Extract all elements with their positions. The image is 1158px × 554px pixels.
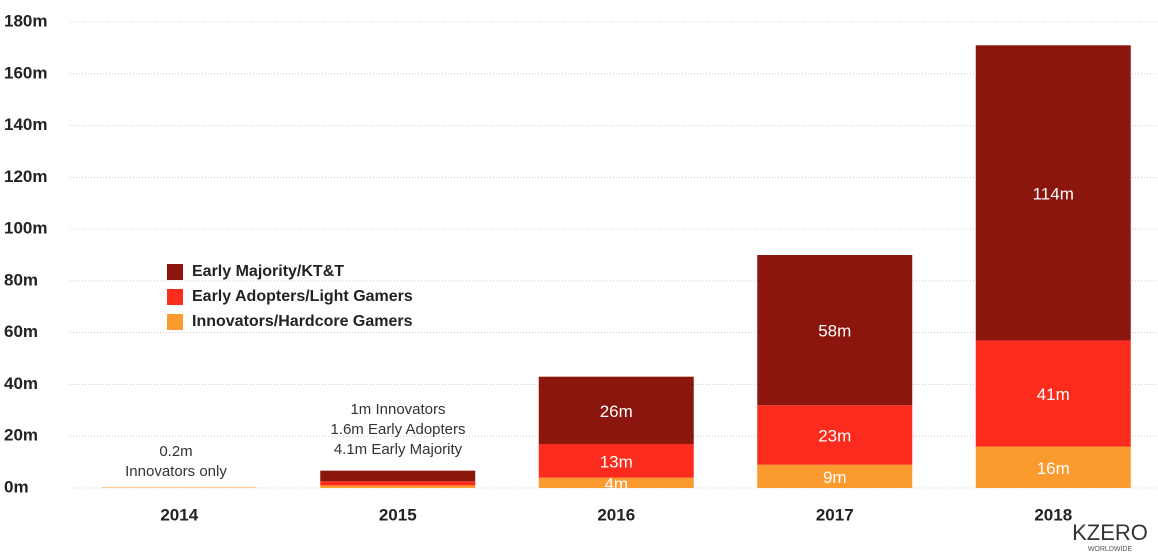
value-label: 58m [818, 322, 851, 341]
y-tick-label: 120m [4, 167, 47, 186]
logo-tagline: WORLDWIDE [1088, 546, 1133, 553]
value-label: 9m [823, 468, 847, 487]
legend-swatch [167, 289, 183, 305]
legend-label: Early Majority/KT&T [192, 263, 344, 280]
value-label: 4m [604, 474, 628, 493]
bar-segment [320, 485, 476, 488]
bar-segment [757, 255, 913, 406]
y-tick-label: 80m [4, 270, 38, 289]
value-label: 23m [818, 426, 851, 445]
annotation: 4.1m Early Majority [334, 441, 463, 458]
value-label: 26m [600, 402, 633, 421]
annotation: 1m Innovators [350, 401, 445, 418]
y-tick-label: 0m [4, 477, 29, 496]
legend-label: Innovators/Hardcore Gamers [192, 313, 413, 330]
y-tick-label: 40m [4, 374, 38, 393]
value-label: 16m [1037, 459, 1070, 478]
bar-segment [538, 376, 694, 444]
bar-segment [757, 405, 913, 465]
y-tick-label: 160m [4, 63, 47, 82]
bar-segment [975, 45, 1131, 341]
value-label: 114m [1033, 184, 1074, 203]
y-tick-label: 100m [4, 219, 47, 238]
x-tick-label: 2014 [160, 505, 198, 524]
logo: KZERO [1072, 520, 1148, 545]
annotation: Innovators only [125, 463, 227, 480]
annotation: 0.2m [159, 443, 192, 460]
y-tick-label: 140m [4, 115, 47, 134]
bar-segment [538, 443, 694, 478]
legend-swatch [167, 264, 183, 280]
y-tick-label: 180m [4, 11, 47, 30]
legend-swatch [167, 314, 183, 330]
y-tick-label: 60m [4, 322, 38, 341]
bar-segment [757, 464, 913, 488]
value-label: 13m [600, 452, 633, 471]
x-tick-label: 2015 [379, 505, 417, 524]
bar-segment [320, 481, 476, 486]
x-tick-label: 2018 [1034, 505, 1072, 524]
y-tick-label: 20m [4, 426, 38, 445]
bar-segment [538, 477, 694, 488]
legend-label: Early Adopters/Light Gamers [192, 288, 413, 305]
annotation: 1.6m Early Adopters [330, 421, 465, 438]
bar-segment [101, 487, 257, 488]
value-label: 41m [1037, 385, 1070, 404]
x-tick-label: 2016 [597, 505, 635, 524]
bar-segment [975, 340, 1131, 447]
bar-segment [320, 470, 476, 482]
bar-segment [975, 446, 1131, 488]
x-tick-label: 2017 [816, 505, 854, 524]
